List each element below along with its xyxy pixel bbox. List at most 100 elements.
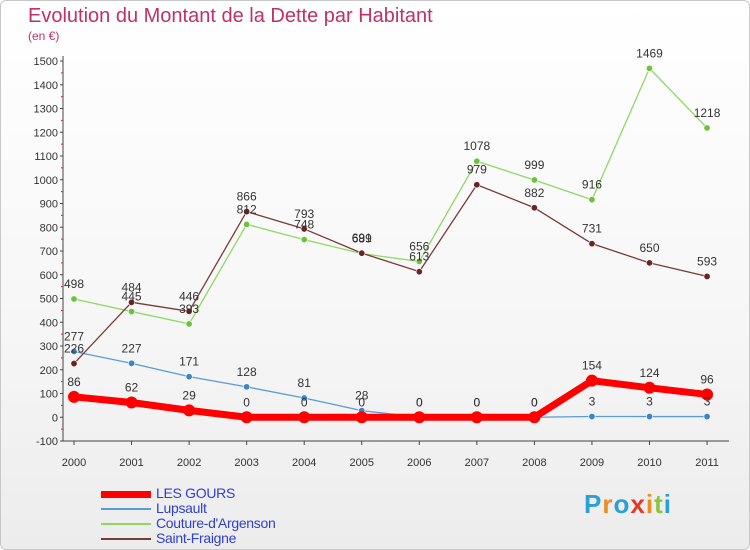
data-label: 226 <box>64 342 84 356</box>
data-label: 498 <box>64 277 84 291</box>
x-tick-label: 2000 <box>62 457 86 469</box>
data-label: 0 <box>474 395 481 409</box>
data-label: 0 <box>243 395 250 409</box>
data-point <box>530 204 538 212</box>
data-point <box>415 257 423 265</box>
data-label: 689 <box>352 232 372 246</box>
y-tick-label: 1200 <box>34 127 58 139</box>
data-point <box>645 259 653 267</box>
data-point <box>473 181 481 189</box>
data-point <box>528 411 541 424</box>
x-tick-label: 2006 <box>407 457 431 469</box>
logo-letter: P <box>584 489 603 519</box>
data-point <box>70 347 78 355</box>
data-label: 154 <box>582 359 602 373</box>
x-tick-label: 2002 <box>177 457 201 469</box>
y-tick-label: -100 <box>36 436 58 448</box>
data-label: 0 <box>531 395 538 409</box>
x-tick-label: 2005 <box>350 457 374 469</box>
data-label: 0 <box>474 395 481 409</box>
data-point <box>125 396 138 409</box>
data-point <box>470 411 483 424</box>
legend-swatch <box>101 508 151 510</box>
y-tick-label: 400 <box>40 317 58 329</box>
data-label: 81 <box>298 376 312 390</box>
y-tick-label: 200 <box>40 365 58 377</box>
logo-letter: r <box>602 489 614 519</box>
data-point <box>703 413 711 421</box>
chart-unit-label: (en €) <box>28 29 60 43</box>
data-point <box>300 225 308 233</box>
data-point <box>645 413 653 421</box>
series-line <box>73 184 708 365</box>
data-point <box>415 268 423 276</box>
data-point <box>473 157 481 165</box>
x-tick-label: 2010 <box>637 457 661 469</box>
data-point <box>588 196 596 204</box>
x-tick-label: 2011 <box>695 457 719 469</box>
x-tick-label: 2003 <box>234 457 258 469</box>
data-point <box>185 373 193 381</box>
data-label: 731 <box>582 222 602 236</box>
data-label: 748 <box>294 218 314 232</box>
y-tick-label: 500 <box>40 294 58 306</box>
y-tick-label: 100 <box>40 389 58 401</box>
data-label: 96 <box>700 372 714 386</box>
data-label: 593 <box>697 254 717 268</box>
x-tick-label: 2004 <box>292 457 316 469</box>
data-label: 691 <box>352 231 372 245</box>
legend-label: Saint-Fraigne <box>156 530 237 546</box>
data-point <box>413 411 426 424</box>
data-point <box>243 383 251 391</box>
data-label: 3 <box>704 395 711 409</box>
data-label: 86 <box>67 375 81 389</box>
data-label: 812 <box>237 202 257 216</box>
data-label: 277 <box>64 329 84 343</box>
data-label: 0 <box>358 395 365 409</box>
data-point <box>300 394 308 402</box>
data-label: 3 <box>589 395 596 409</box>
data-point <box>68 390 80 403</box>
proxiti-logo: Proxiti <box>584 489 672 520</box>
data-point <box>128 359 136 367</box>
data-label: 1218 <box>694 106 721 120</box>
y-tick-label: 0 <box>52 412 58 424</box>
data-point <box>128 308 136 316</box>
y-tick-label: 600 <box>40 270 58 282</box>
logo-letter: o <box>613 489 631 519</box>
data-label: 29 <box>182 388 196 402</box>
data-label: 484 <box>122 280 142 294</box>
data-point <box>588 240 596 248</box>
data-point <box>701 388 714 401</box>
data-label: 613 <box>409 250 429 264</box>
y-tick-label: 900 <box>40 199 58 211</box>
data-label: 866 <box>237 190 257 204</box>
chart-title: Evolution du Montant de la Dette par Hab… <box>28 5 433 27</box>
legend-label: Couture-d'Argenson <box>156 515 276 531</box>
series-line <box>73 67 708 325</box>
data-label: 446 <box>179 289 199 303</box>
data-point <box>70 360 78 368</box>
data-label: 650 <box>639 241 659 255</box>
logo-letter: x <box>630 489 646 519</box>
data-label: 128 <box>237 365 257 379</box>
data-point <box>643 381 656 394</box>
data-point <box>530 176 538 184</box>
y-tick-label: 700 <box>40 246 58 258</box>
legend-swatch <box>101 538 151 540</box>
data-point <box>300 236 308 244</box>
data-point <box>185 307 193 315</box>
data-label: 882 <box>524 186 544 200</box>
data-label: 1469 <box>636 46 663 60</box>
legend-swatch <box>101 523 151 525</box>
data-point <box>243 220 251 228</box>
data-label: 445 <box>122 290 142 304</box>
data-label: 393 <box>179 302 199 316</box>
data-label: 62 <box>125 381 139 395</box>
data-point <box>703 272 711 280</box>
data-label: 0 <box>416 395 423 409</box>
logo-letter: i <box>663 489 672 519</box>
data-point <box>70 295 78 303</box>
